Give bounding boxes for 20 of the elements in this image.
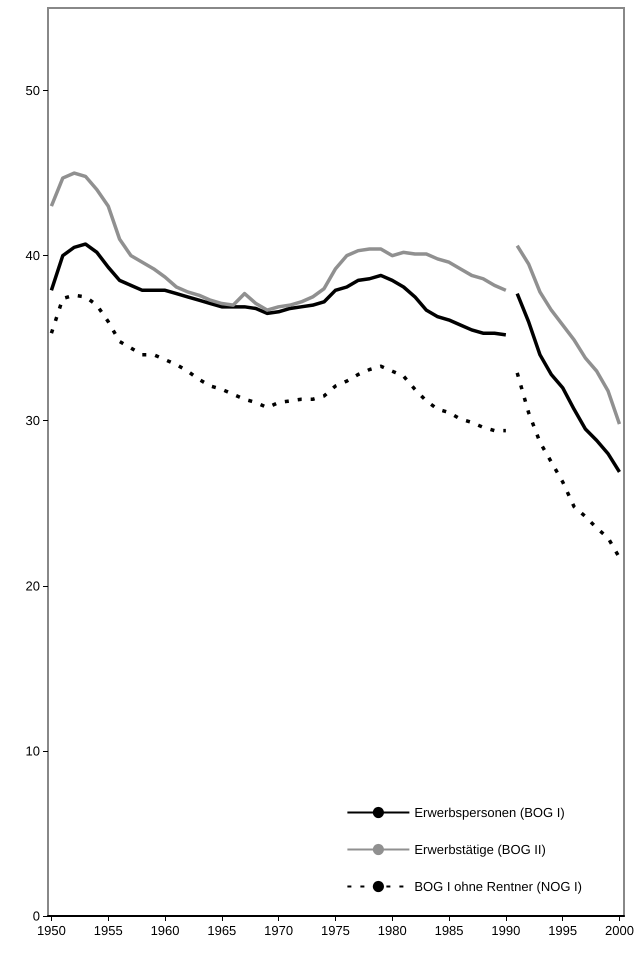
- y-tick-label: 40: [26, 248, 40, 264]
- y-tick-label: 50: [26, 83, 40, 98]
- x-tick-label: 1985: [434, 923, 464, 938]
- y-tick-label: 30: [26, 413, 40, 428]
- x-tick-label: 1970: [264, 923, 294, 938]
- x-tick-label: 1995: [548, 923, 578, 938]
- legend-label: BOG I ohne Rentner (NOG I): [414, 879, 582, 894]
- legend-label: Erwerbstätige (BOG II): [414, 842, 546, 857]
- y-tick-label: 0: [32, 908, 40, 924]
- legend-label: Erwerbspersonen (BOG I): [414, 805, 565, 820]
- x-tick-label: 1950: [36, 923, 66, 938]
- x-tick-label: 1955: [94, 923, 123, 938]
- x-tick-label: 1980: [378, 923, 407, 938]
- x-tick-label: 1960: [150, 923, 180, 938]
- x-tick-label: 1965: [207, 923, 236, 938]
- x-tick-label: 1975: [320, 923, 350, 938]
- x-tick-label: 1990: [491, 923, 520, 938]
- y-tick-label: 20: [26, 578, 40, 594]
- y-tick-label: 10: [26, 743, 40, 758]
- x-tick-label: 2000: [604, 923, 634, 938]
